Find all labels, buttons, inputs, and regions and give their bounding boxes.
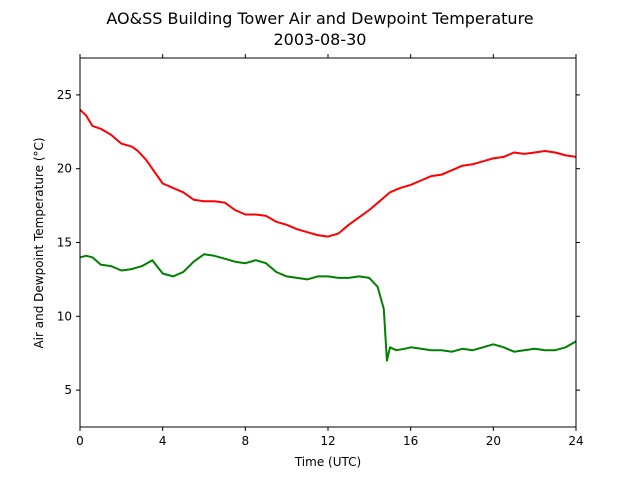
- x-tick-label: 12: [320, 434, 335, 448]
- y-axis-label: Air and Dewpoint Temperature (°C): [32, 137, 46, 348]
- x-tick-label: 16: [403, 434, 418, 448]
- x-tick-label: 0: [76, 434, 84, 448]
- plot-area: 0 4 8 12 16 20 24 5 10 15 20 25: [57, 54, 584, 448]
- y-tick-label: 15: [57, 236, 72, 250]
- x-tick-label: 20: [486, 434, 501, 448]
- y-tick-label: 25: [57, 88, 72, 102]
- y-tick-label: 10: [57, 309, 72, 323]
- chart-title: AO&SS Building Tower Air and Dewpoint Te…: [106, 9, 533, 28]
- x-axis-label: Time (UTC): [294, 455, 361, 469]
- x-tick-label: 8: [242, 434, 250, 448]
- chart-subtitle: 2003-08-30: [274, 30, 367, 49]
- series-line-dewpoint: [79, 253, 577, 362]
- series-line-air: [79, 108, 577, 238]
- plot-frame: [79, 57, 577, 428]
- x-tick-label: 24: [568, 434, 583, 448]
- y-tick-label: 20: [57, 162, 72, 176]
- x-tick-label: 4: [159, 434, 167, 448]
- y-tick-label: 5: [64, 383, 72, 397]
